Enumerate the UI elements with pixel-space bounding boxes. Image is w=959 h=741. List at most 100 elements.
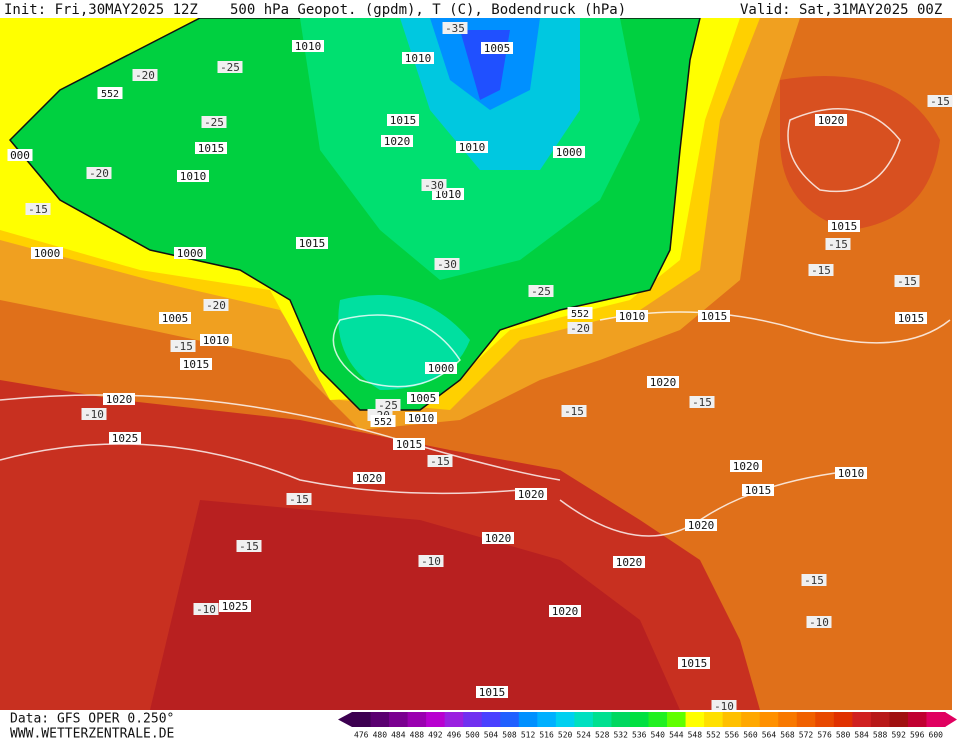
temperature-label-box xyxy=(801,574,827,586)
geopotential-label-box xyxy=(97,87,123,99)
colorbar-cell xyxy=(444,712,464,727)
colorbar-label: 544 xyxy=(669,731,684,740)
temperature-label-box xyxy=(286,493,312,505)
map-fields xyxy=(0,17,952,710)
isobar-label: 1015 xyxy=(745,484,772,497)
isobar-label-box xyxy=(407,392,439,404)
colorbar-cell xyxy=(722,712,742,727)
temperature-label-box xyxy=(528,285,554,297)
colorbar-label: 600 xyxy=(929,731,944,740)
colorbar-arrow-left xyxy=(338,712,352,727)
header-bar xyxy=(0,0,959,18)
temperature-label-box xyxy=(894,275,920,287)
temperature-label-box xyxy=(201,116,227,128)
temperature-label: -15 xyxy=(692,396,712,409)
isobar-label-box xyxy=(405,412,437,424)
isobar-label-box xyxy=(402,52,434,64)
isobar-label: 1010 xyxy=(203,334,230,347)
isobar-label: 1015 xyxy=(479,686,506,699)
isobar-label: 1000 xyxy=(34,247,61,260)
colorbar-label: 564 xyxy=(762,731,777,740)
temperature-label-box xyxy=(689,396,715,408)
temperature-label: -20 xyxy=(570,322,590,335)
isobar-label: 1010 xyxy=(619,310,646,323)
temperature-label: -15 xyxy=(828,238,848,251)
temperature-label: -30 xyxy=(424,179,444,192)
isobar-label-box xyxy=(549,605,581,617)
colorbar-label: 568 xyxy=(780,731,795,740)
colorbar-arrow-right xyxy=(945,712,957,727)
temperature-label: -10 xyxy=(421,555,441,568)
temperature-label: -25 xyxy=(531,285,551,298)
isobar-label: 1020 xyxy=(688,519,715,532)
colorbar-cell xyxy=(759,712,779,727)
isobar-label-box xyxy=(647,376,679,388)
isobar-label: 1000 xyxy=(177,247,204,260)
temperature-label: -15 xyxy=(897,275,917,288)
colorbar-cell xyxy=(667,712,687,727)
isobar-label: 1020 xyxy=(552,605,579,618)
colorbar-label: 500 xyxy=(465,731,480,740)
temperature-label: -15 xyxy=(930,95,950,108)
temperature-label-box xyxy=(193,603,219,615)
colorbar-cell xyxy=(870,712,890,727)
isobar-label: 1020 xyxy=(356,472,383,485)
colorbar-label: 588 xyxy=(873,731,888,740)
temperature-label: -25 xyxy=(220,61,240,74)
isobar-label: 1020 xyxy=(650,376,677,389)
isobar-label: 1015 xyxy=(701,310,728,323)
isobar-label-box xyxy=(678,657,710,669)
colorbar-label: 536 xyxy=(632,731,647,740)
isobar-label-box xyxy=(200,334,232,346)
geopotential-label: 552 xyxy=(571,309,589,320)
colorbar-cell xyxy=(629,712,649,727)
isobar-label: 1010 xyxy=(405,52,432,65)
colorbar-cell xyxy=(426,712,446,727)
isobar-label: 1020 xyxy=(733,460,760,473)
geopotential-label: 552 xyxy=(101,89,119,100)
isobar-label-box xyxy=(481,42,513,54)
colorbar-cell xyxy=(574,712,594,727)
isobar-label: 1000 xyxy=(556,146,583,159)
isobar-label-box xyxy=(456,141,488,153)
isobar-label-box xyxy=(292,40,324,52)
colorbar-label: 504 xyxy=(484,731,499,740)
isobar-label-box xyxy=(835,467,867,479)
geopotential-label-box xyxy=(370,415,396,427)
temperature-label-box xyxy=(81,408,107,420)
isobar-label-box xyxy=(476,686,508,698)
temperature-label: -15 xyxy=(289,493,309,506)
colorbar-cell xyxy=(852,712,872,727)
isobar-label-box xyxy=(613,556,645,568)
isobar-label: 1025 xyxy=(222,600,249,613)
isobar-label-box xyxy=(742,484,774,496)
isobar-label: 1020 xyxy=(518,488,545,501)
isobar-label-box xyxy=(895,312,927,324)
isobar-label: 1015 xyxy=(396,438,423,451)
temperature-label-box xyxy=(25,203,51,215)
temperature-label-box xyxy=(711,700,737,712)
temperature-label-box xyxy=(217,61,243,73)
isobar-label-box xyxy=(553,146,585,158)
colorbar-label: 592 xyxy=(891,731,906,740)
isobar-label: 1020 xyxy=(485,532,512,545)
colorbar-cell xyxy=(889,712,909,727)
isobar-label: 1015 xyxy=(299,237,326,250)
colorbar-cell xyxy=(926,712,946,727)
colorbar-label: 548 xyxy=(688,731,703,740)
temperature-label-box xyxy=(132,69,158,81)
temperature-label-box xyxy=(927,95,953,107)
colorbar-label: 576 xyxy=(817,731,832,740)
isobar-label-box xyxy=(7,149,33,161)
colorbar-cell xyxy=(370,712,390,727)
colorbar-cell xyxy=(704,712,724,727)
temperature-label: -15 xyxy=(804,574,824,587)
temperature-label-box xyxy=(418,555,444,567)
colorbar-label: 508 xyxy=(502,731,517,740)
temperature-label: -25 xyxy=(204,116,224,129)
colorbar-cell xyxy=(648,712,668,727)
isobar-label: 1020 xyxy=(106,393,133,406)
colorbar-label: 512 xyxy=(521,731,536,740)
colorbar-label: 528 xyxy=(595,731,610,740)
colorbar-label: 556 xyxy=(725,731,740,740)
